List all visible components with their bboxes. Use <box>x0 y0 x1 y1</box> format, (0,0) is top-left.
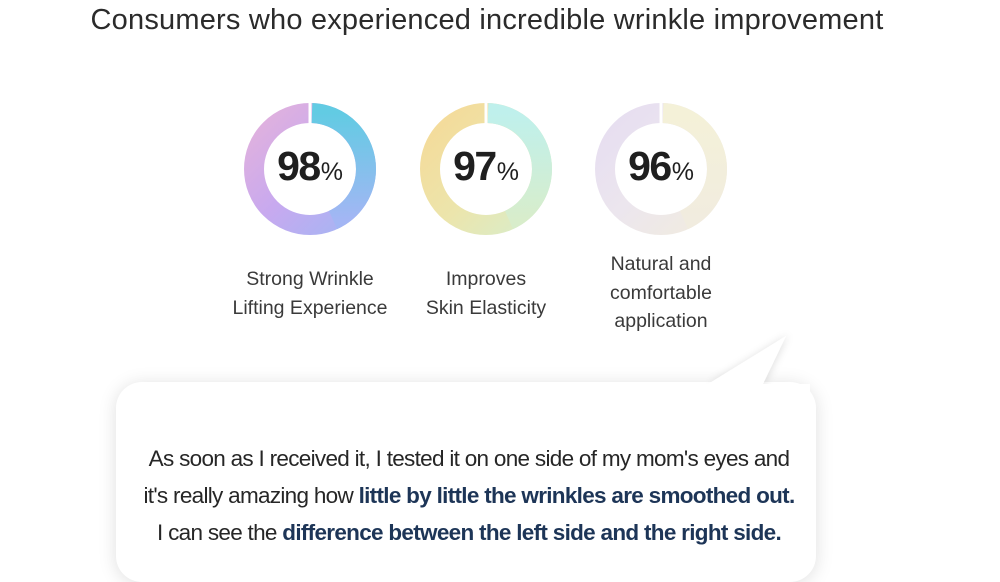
stat-strong-wrinkle-lifting: 98% Strong Wrinkle Lifting Experience <box>220 102 400 322</box>
percent-sign: % <box>671 158 694 186</box>
stat-percentage: 97% <box>419 146 553 187</box>
stat-skin-elasticity: 97% Improves Skin Elasticity <box>396 102 576 322</box>
caption-line: Lifting Experience <box>232 296 388 319</box>
quote-line-3: I can see the difference between the lef… <box>116 514 822 551</box>
stat-percentage: 98% <box>243 146 377 187</box>
caption-line: Improves <box>445 268 527 290</box>
stat-number: 98 <box>277 143 321 189</box>
percent-sign: % <box>320 158 343 186</box>
ring-highlight <box>311 103 377 230</box>
stat-percentage: 96% <box>594 146 728 187</box>
quote-line-1: As soon as I received it, I tested it on… <box>148 446 790 471</box>
headline: Consumers who experienced incredible wri… <box>90 4 884 36</box>
quote-plain-text: it's really amazing how <box>143 483 359 508</box>
review-quote: As soon as I received it, I tested it on… <box>116 440 822 551</box>
donut-chart <box>244 102 377 235</box>
donut-ring-97: 97% <box>419 102 553 236</box>
stat-number: 97 <box>453 143 497 189</box>
stat-caption: Improves Skin Elasticity <box>396 265 576 322</box>
stat-caption: Strong Wrinkle Lifting Experience <box>220 265 400 322</box>
quote-line-2: it's really amazing how little by little… <box>116 477 822 514</box>
ring-highlight <box>487 103 553 230</box>
stat-natural-application: 96% Natural and comfortable application <box>571 102 751 336</box>
caption-line: application <box>614 310 708 332</box>
stat-number: 96 <box>628 143 672 189</box>
donut-chart <box>420 102 553 235</box>
percent-sign: % <box>496 158 519 186</box>
donut-ring-98: 98% <box>243 102 377 236</box>
caption-line: comfortable <box>610 281 712 304</box>
quote-highlight: little by little the wrinkles are smooth… <box>358 483 796 508</box>
caption-line: Natural and <box>610 253 712 275</box>
stat-caption: Natural and comfortable application <box>571 250 751 336</box>
quote-plain-text: I can see the <box>157 520 283 545</box>
donut-ring-96: 96% <box>594 102 728 236</box>
donut-chart <box>595 102 728 235</box>
caption-line: Skin Elasticity <box>425 296 547 319</box>
quote-highlight: difference between the left side and the… <box>282 520 781 545</box>
ring-highlight <box>662 103 728 230</box>
caption-line: Strong Wrinkle <box>246 268 374 290</box>
